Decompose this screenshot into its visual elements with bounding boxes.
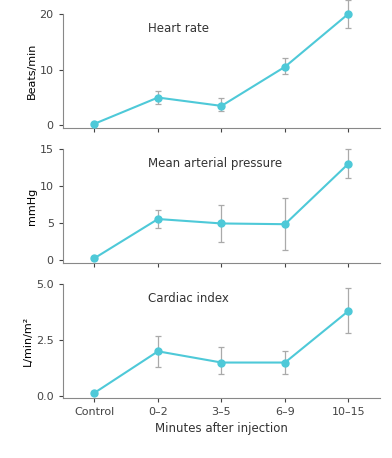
- Text: Cardiac index: Cardiac index: [149, 292, 229, 305]
- Y-axis label: mmHg: mmHg: [27, 187, 37, 225]
- Y-axis label: Beats/min: Beats/min: [27, 43, 37, 99]
- Y-axis label: L/min/m²: L/min/m²: [23, 316, 33, 366]
- Text: Heart rate: Heart rate: [149, 22, 209, 35]
- Text: Mean arterial pressure: Mean arterial pressure: [149, 157, 283, 170]
- X-axis label: Minutes after injection: Minutes after injection: [155, 422, 288, 435]
